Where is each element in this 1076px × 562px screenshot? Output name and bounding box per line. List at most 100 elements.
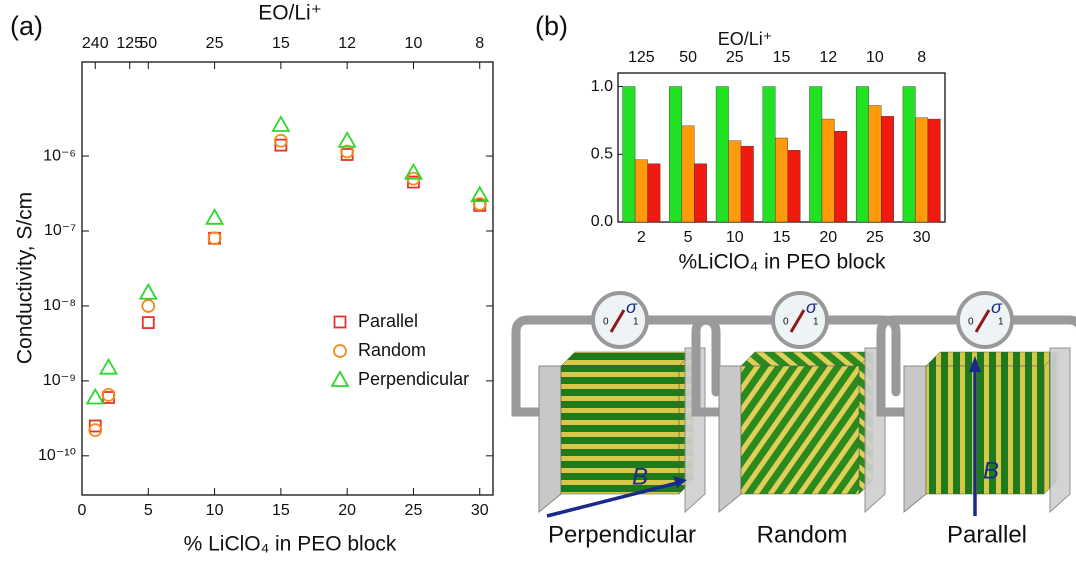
x-tick-label: 25 bbox=[405, 502, 423, 519]
bar bbox=[762, 86, 776, 223]
meter-scale: 1 bbox=[998, 317, 1004, 328]
top-tick-label: 50 bbox=[139, 35, 157, 52]
y-tick-label: 0.0 bbox=[591, 213, 613, 230]
point bbox=[271, 115, 291, 132]
meter-needle bbox=[609, 309, 626, 333]
y-tick-label: 10⁻⁷ bbox=[44, 222, 76, 239]
top-tick-label: 50 bbox=[679, 49, 697, 66]
top-tick-label: 8 bbox=[917, 49, 926, 66]
y-tick-label: 10⁻⁶ bbox=[43, 147, 76, 164]
x-tick-label: 25 bbox=[866, 229, 884, 246]
top-tick-label: 8 bbox=[475, 35, 484, 52]
legend-marker bbox=[333, 344, 347, 358]
point bbox=[85, 387, 105, 405]
point bbox=[205, 207, 225, 225]
cube-front bbox=[560, 365, 680, 495]
y-axis-title: Conductivity, S/cm bbox=[14, 192, 37, 364]
bar bbox=[740, 145, 754, 223]
meter-needle bbox=[789, 309, 806, 333]
panel-label: (a) bbox=[10, 11, 43, 41]
x-tick-label: 30 bbox=[913, 229, 931, 246]
point bbox=[207, 231, 222, 246]
diagram-label: Random bbox=[757, 521, 848, 548]
meter-scale: 1 bbox=[633, 317, 639, 328]
point bbox=[274, 138, 288, 152]
cube-top bbox=[560, 351, 694, 367]
x-axis-title: % LiClO₄ in PEO block bbox=[184, 533, 397, 556]
y-tick-label: 10⁻⁸ bbox=[43, 297, 76, 314]
field-arrowhead bbox=[673, 476, 687, 488]
meter-needle bbox=[974, 309, 991, 333]
diagram-label: Parallel bbox=[947, 521, 1027, 548]
meter-symbol: σ bbox=[806, 297, 818, 317]
point bbox=[88, 423, 103, 438]
field-arrow bbox=[546, 480, 682, 518]
bar bbox=[902, 86, 916, 223]
bar bbox=[809, 86, 823, 223]
meter bbox=[591, 291, 649, 349]
x-tick-label: 15 bbox=[272, 502, 290, 519]
top-tick-label: 25 bbox=[726, 49, 744, 66]
legend-label: Perpendicular bbox=[358, 369, 469, 389]
point bbox=[470, 185, 490, 203]
x-tick-label: 5 bbox=[684, 229, 693, 246]
bar bbox=[694, 163, 708, 223]
bar bbox=[622, 86, 636, 223]
legend-marker bbox=[333, 315, 347, 329]
bar bbox=[821, 118, 835, 223]
field-label: B bbox=[983, 457, 999, 484]
y-tick-label: 1.0 bbox=[591, 78, 613, 95]
x-tick-label: 10 bbox=[726, 229, 744, 246]
electrode bbox=[903, 365, 927, 514]
meter-scale: 0 bbox=[968, 317, 974, 328]
top-tick-label: 15 bbox=[773, 49, 791, 66]
field-label: B bbox=[632, 463, 648, 490]
electrode bbox=[1049, 347, 1071, 514]
legend-label: Parallel bbox=[358, 311, 418, 331]
x-tick-label: 5 bbox=[144, 502, 153, 519]
point bbox=[273, 133, 288, 148]
point bbox=[138, 282, 158, 300]
meter-scale: 0 bbox=[603, 317, 609, 328]
top-axis-title: EO/Li⁺ bbox=[258, 2, 322, 25]
bar bbox=[834, 131, 848, 223]
legend-label: Random bbox=[358, 340, 426, 360]
point bbox=[141, 299, 156, 313]
x-tick-label: 30 bbox=[471, 502, 489, 519]
plot-frame bbox=[81, 61, 494, 496]
point bbox=[337, 130, 357, 148]
x-axis-title: %LiClO₄ in PEO block bbox=[679, 251, 886, 274]
point bbox=[340, 144, 355, 159]
diagrams: σ 0 1 Perpendicular Bσ 0 1 Random σ 0 1 Parallel B bbox=[511, 291, 1076, 548]
bar bbox=[787, 150, 801, 223]
meter-symbol: σ bbox=[626, 297, 638, 317]
top-tick-label: 25 bbox=[206, 35, 224, 52]
legend-marker bbox=[330, 370, 350, 387]
point bbox=[101, 387, 116, 402]
electrode bbox=[718, 365, 742, 514]
bar bbox=[715, 86, 729, 223]
top-tick-label: 125 bbox=[116, 35, 143, 52]
meter bbox=[956, 291, 1014, 349]
top-tick-label: 12 bbox=[819, 49, 837, 66]
y-tick-label: 10⁻¹⁰ bbox=[38, 447, 76, 464]
bar bbox=[647, 163, 661, 223]
bar bbox=[868, 105, 882, 223]
point bbox=[141, 316, 155, 329]
cube-top bbox=[925, 351, 1059, 367]
top-tick-label: 10 bbox=[405, 35, 423, 52]
meter-symbol: σ bbox=[991, 297, 1003, 317]
x-tick-label: 20 bbox=[819, 229, 837, 246]
top-axis-title: EO/Li⁺ bbox=[718, 29, 773, 49]
field-arrowhead bbox=[969, 356, 981, 372]
y-tick-label: 10⁻⁹ bbox=[43, 372, 76, 389]
bar bbox=[915, 117, 929, 223]
y-tick-label: 0.5 bbox=[591, 145, 613, 162]
point bbox=[472, 196, 487, 211]
bar bbox=[775, 137, 788, 223]
bar bbox=[681, 125, 695, 223]
point bbox=[403, 162, 424, 180]
bar bbox=[728, 140, 742, 223]
x-tick-label: 10 bbox=[206, 502, 224, 519]
top-tick-label: 240 bbox=[82, 35, 109, 52]
